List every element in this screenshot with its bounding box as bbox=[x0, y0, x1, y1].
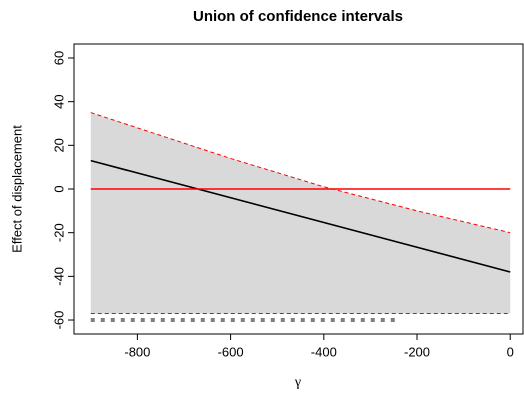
x-tick-label: -200 bbox=[404, 344, 430, 359]
y-tick-label: -60 bbox=[51, 311, 66, 330]
x-tick-label: -400 bbox=[311, 344, 337, 359]
x-axis-label: γ bbox=[294, 375, 301, 390]
series-line bbox=[90, 159, 511, 273]
x-tick-label: -600 bbox=[218, 344, 244, 359]
y-tick-label: 20 bbox=[51, 138, 66, 152]
y-tick-label: -20 bbox=[51, 223, 66, 242]
y-axis-label: Effect of displacement bbox=[9, 125, 24, 253]
confidence-band bbox=[90, 112, 511, 314]
series-line bbox=[90, 112, 511, 234]
y-tick-label: 0 bbox=[51, 185, 66, 192]
chart-title: Union of confidence intervals bbox=[193, 8, 403, 25]
y-tick-label: -40 bbox=[51, 267, 66, 286]
y-tick-label: 60 bbox=[51, 51, 66, 65]
x-tick-label: 0 bbox=[507, 344, 514, 359]
y-tick-label: 40 bbox=[51, 94, 66, 108]
x-tick-label: -800 bbox=[124, 344, 150, 359]
